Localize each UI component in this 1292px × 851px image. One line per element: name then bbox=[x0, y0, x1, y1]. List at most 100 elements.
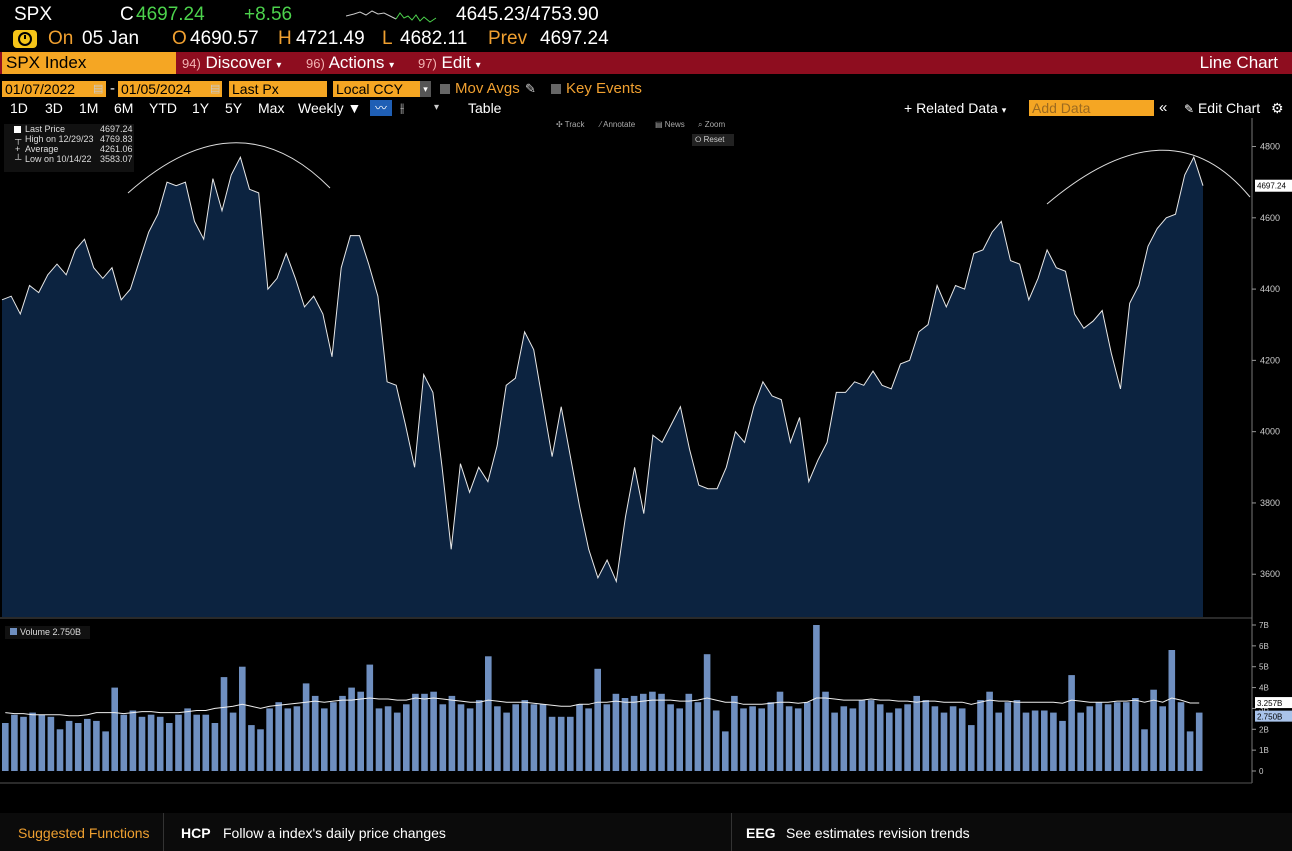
volume-legend[interactable]: Volume 2.750B bbox=[5, 626, 90, 639]
volume-bar bbox=[1013, 700, 1021, 771]
mov-avgs-toggle[interactable]: Mov Avgs bbox=[440, 80, 520, 98]
volume-bar bbox=[211, 723, 219, 771]
security-field[interactable]: SPX Index bbox=[2, 52, 176, 74]
legend-value: 3583.07 bbox=[100, 154, 133, 164]
footer-divider bbox=[731, 813, 732, 851]
annotate-button[interactable]: ⁄ Annotate bbox=[600, 120, 636, 129]
volume-bar bbox=[676, 708, 683, 771]
volume-bar bbox=[940, 712, 948, 771]
volume-bar bbox=[740, 708, 747, 771]
price-legend: Last Price 4697.24 ┬ High on 12/29/23 4769.… bbox=[4, 124, 134, 172]
volume-bar bbox=[466, 708, 474, 771]
chevron-down-icon[interactable]: ▾ bbox=[420, 81, 431, 97]
end-date-input[interactable]: 01/05/2024 bbox=[118, 81, 222, 97]
day-range: 4645.23/4753.90 bbox=[456, 4, 599, 25]
volume-bar bbox=[430, 691, 437, 771]
caret-down-icon: ▾ bbox=[276, 60, 282, 71]
y-tick-label: 4000 bbox=[1260, 427, 1280, 437]
zoom-button[interactable]: ⌕ Zoom bbox=[698, 120, 726, 129]
related-data-button[interactable]: + Related Data ▾ bbox=[904, 99, 1006, 119]
price-chart[interactable]: 3600 3800 4000 4200 4400 4600 4800 4697.24 0 1B 2B… bbox=[0, 117, 1292, 787]
news-button[interactable]: ▤ News bbox=[655, 120, 685, 129]
volume-bar bbox=[640, 693, 647, 771]
volume-bar bbox=[1132, 698, 1139, 771]
candle-chart-icon[interactable]: ⫲ bbox=[400, 100, 405, 115]
eeg-description[interactable]: See estimates revision trends bbox=[786, 825, 970, 841]
caret-down-icon: ▼ bbox=[347, 100, 362, 116]
volume-bar bbox=[184, 708, 191, 771]
period-1y[interactable]: 1Y bbox=[192, 100, 210, 116]
calendar-icon[interactable]: ▤ bbox=[93, 83, 104, 95]
start-date-input[interactable]: 01/07/2022 bbox=[2, 81, 106, 97]
edit-menu[interactable]: 97) Edit ▾ bbox=[418, 52, 481, 74]
volume-bar bbox=[11, 714, 18, 771]
end-date-value: 01/05/2024 bbox=[121, 81, 192, 97]
pencil-icon[interactable]: ✎ bbox=[525, 81, 536, 96]
period-toolbar: 1D 3D 1M 6M YTD 1Y 5Y Max Weekly ▼ 〰 ⫲ ▾… bbox=[0, 99, 1292, 117]
low-value: 4682.11 bbox=[400, 28, 468, 49]
volume-badge bbox=[1255, 710, 1292, 722]
currency-select[interactable]: Local CCY bbox=[333, 81, 431, 97]
volume-bar bbox=[229, 712, 237, 771]
gear-icon[interactable]: ⚙ bbox=[1271, 100, 1284, 116]
volume-bar bbox=[831, 712, 838, 771]
legend-last-price[interactable]: Last Price 4697.24 bbox=[4, 124, 134, 134]
volume-bar bbox=[348, 687, 355, 771]
collapse-icon[interactable]: « bbox=[1159, 99, 1168, 116]
track-button[interactable]: ✣ Track bbox=[556, 120, 585, 129]
annotate-label: Annotate bbox=[603, 120, 636, 129]
period-1m[interactable]: 1M bbox=[79, 100, 99, 116]
volume-bar bbox=[968, 725, 975, 771]
chevron-down-icon[interactable]: ▾ bbox=[434, 102, 440, 113]
volume-bar bbox=[2, 723, 9, 771]
hcp-code[interactable]: HCP bbox=[181, 825, 211, 841]
price-line bbox=[1, 155, 1204, 584]
volume-bar bbox=[630, 695, 638, 771]
key-events-toggle[interactable]: Key Events bbox=[551, 80, 642, 98]
period-6m[interactable]: 6M bbox=[114, 100, 134, 116]
legend-label: Last Price bbox=[25, 124, 66, 134]
period-1d[interactable]: 1D bbox=[10, 100, 28, 116]
discover-menu[interactable]: 94) Discover ▾ bbox=[182, 52, 281, 74]
hcp-description[interactable]: Follow a index's daily price changes bbox=[223, 825, 446, 841]
period-5y[interactable]: 5Y bbox=[225, 100, 243, 116]
eeg-code[interactable]: EEG bbox=[746, 825, 776, 841]
period-3d[interactable]: 3D bbox=[45, 100, 63, 116]
volume-bar bbox=[649, 691, 656, 771]
volume-bar bbox=[56, 729, 64, 771]
zoom-label: Zoom bbox=[704, 120, 726, 129]
volume-bar bbox=[849, 708, 857, 771]
last-price: 4697.24 bbox=[136, 4, 205, 25]
period-max[interactable]: Max bbox=[258, 100, 285, 116]
volume-bar bbox=[330, 702, 337, 771]
calendar-icon[interactable]: ▤ bbox=[210, 83, 221, 95]
footer-divider bbox=[163, 813, 164, 851]
volume-bar bbox=[284, 708, 292, 771]
reset-label: Reset bbox=[703, 135, 725, 144]
volume-bar bbox=[302, 683, 310, 771]
suggested-title: Suggested Functions bbox=[18, 825, 150, 841]
volume-bar bbox=[913, 695, 920, 771]
add-data-input[interactable]: Add Data bbox=[1029, 100, 1154, 116]
volume-bar bbox=[1004, 702, 1012, 771]
volume-bar bbox=[995, 712, 1002, 771]
line-chart-icon[interactable]: 〰 bbox=[370, 100, 392, 116]
field-select[interactable]: Last Px bbox=[229, 81, 327, 97]
reset-button[interactable]: ⭘ Reset bbox=[692, 134, 734, 146]
volume-y-tick-label: 0 bbox=[1259, 767, 1264, 776]
suggested-functions-bar: Suggested Functions HCP Follow a index's… bbox=[0, 813, 1292, 851]
caret-down-icon: ▾ bbox=[1001, 105, 1007, 115]
table-button[interactable]: Table bbox=[468, 100, 502, 116]
quote-date: 05 Jan bbox=[82, 28, 140, 49]
legend-label: Average bbox=[25, 144, 59, 154]
volume-bar bbox=[521, 700, 529, 771]
volume-y-tick-label: 3B bbox=[1259, 704, 1269, 713]
volume-bar bbox=[840, 706, 848, 771]
period-ytd[interactable]: YTD bbox=[149, 100, 177, 116]
actions-menu[interactable]: 96) Actions ▾ bbox=[306, 52, 394, 74]
volume-bar bbox=[257, 729, 264, 771]
volume-bar bbox=[895, 708, 902, 771]
frequency-select[interactable]: Weekly ▼ bbox=[298, 99, 361, 117]
volume-bar bbox=[731, 695, 738, 771]
edit-chart-button[interactable]: ✎ Edit Chart bbox=[1184, 99, 1260, 118]
